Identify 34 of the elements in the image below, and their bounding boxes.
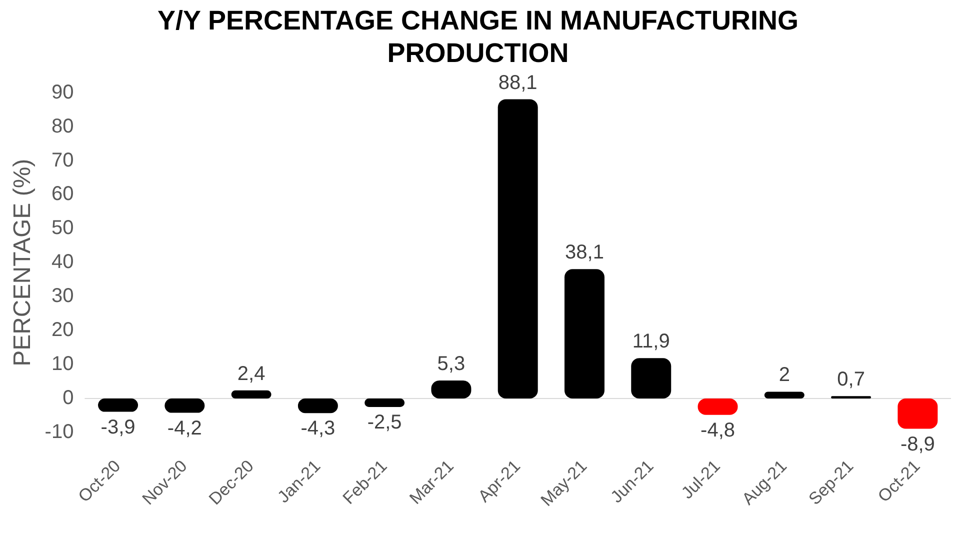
data-label: 38,1 [565, 242, 604, 264]
data-label: -3,9 [100, 416, 136, 438]
data-label: 2,4 [237, 362, 266, 385]
bar [764, 392, 804, 399]
data-label: -4,2 [167, 417, 202, 440]
data-label: -4,8 [700, 419, 735, 442]
y-tick-label: 0 [62, 387, 74, 410]
y-tick-label: 50 [51, 217, 74, 240]
y-tick-label: -10 [44, 421, 74, 444]
y-tick-label: 30 [51, 285, 74, 308]
bar [631, 358, 672, 399]
bar [831, 396, 872, 399]
bar [231, 390, 272, 399]
y-axis-title: PERCENTAGE (%) [9, 158, 36, 366]
y-tick-label: 80 [51, 115, 74, 138]
y-tick-label: 60 [51, 183, 74, 206]
bar [364, 398, 405, 408]
data-label: 2 [778, 364, 790, 386]
bar [898, 398, 938, 429]
data-label: 5,3 [437, 353, 466, 376]
data-label: 11,9 [632, 330, 670, 353]
data-label: -2,5 [367, 412, 402, 434]
y-tick-label: 90 [51, 81, 74, 104]
y-tick-label: 40 [51, 251, 74, 274]
data-label: -8,9 [900, 433, 935, 456]
data-label: 0,7 [837, 368, 865, 391]
bar [498, 99, 538, 399]
data-label: -4,3 [300, 418, 336, 440]
data-label: 88,1 [498, 72, 538, 94]
y-tick-label: 70 [51, 149, 74, 172]
y-tick-label: 20 [51, 319, 74, 342]
chart-title: Y/Y PERCENTAGE CHANGE IN MANUFACTURING PRODUCTION [157, 6, 799, 68]
bar [564, 269, 604, 399]
y-tick-label: 10 [51, 353, 74, 376]
